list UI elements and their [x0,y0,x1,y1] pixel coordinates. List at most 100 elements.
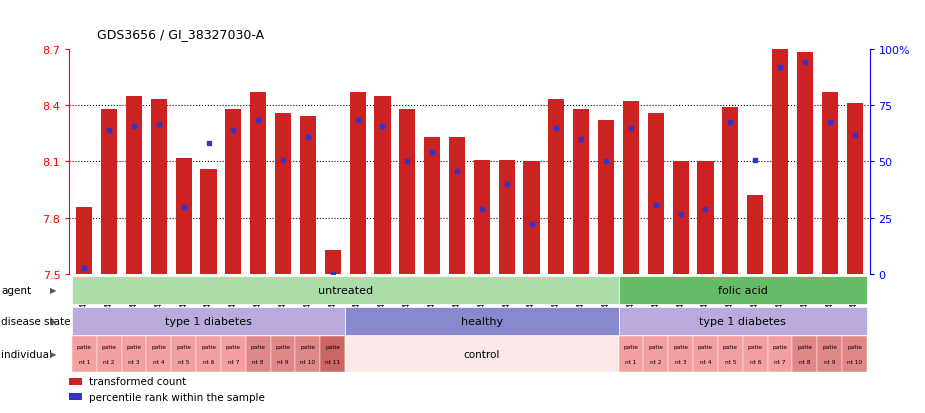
Text: ▶: ▶ [49,350,56,358]
Bar [221,337,246,372]
Text: patie: patie [847,344,862,349]
Bar [350,93,365,275]
Text: nt 4: nt 4 [699,359,711,364]
Bar [842,337,867,372]
Bar [693,337,718,372]
Bar [325,250,340,275]
Bar [300,117,316,275]
Text: agent: agent [1,285,31,295]
Text: patie: patie [797,344,812,349]
Bar [121,337,146,372]
Text: nt 10: nt 10 [301,359,315,364]
Bar [271,337,295,372]
Bar [246,337,271,372]
Bar [474,160,490,275]
Text: patie: patie [673,344,688,349]
Bar [201,170,216,275]
Text: type 1 diabetes: type 1 diabetes [165,316,252,326]
Text: control: control [463,349,500,359]
Bar [846,104,863,275]
Bar [375,97,390,275]
Text: folic acid: folic acid [718,285,768,295]
Bar [549,100,564,275]
Bar [345,307,619,335]
Text: patie: patie [226,344,240,349]
Bar [619,276,867,304]
Text: ▶: ▶ [49,317,56,325]
Text: healthy: healthy [461,316,503,326]
Bar [644,337,668,372]
Text: nt 11: nt 11 [326,359,340,364]
Bar [772,47,788,275]
Text: individual: individual [1,349,52,359]
Text: nt 8: nt 8 [253,359,264,364]
Text: nt 2: nt 2 [650,359,661,364]
Text: patie: patie [127,344,142,349]
Bar [97,337,121,372]
Bar [72,337,97,372]
Bar [718,337,743,372]
Bar [101,109,117,275]
Text: patie: patie [201,344,216,349]
Text: patie: patie [698,344,713,349]
Bar [672,162,689,275]
Text: patie: patie [276,344,290,349]
Bar [226,109,241,275]
Bar [72,307,345,335]
Text: untreated: untreated [317,285,373,295]
Bar [722,108,738,275]
Bar [176,158,191,275]
Text: type 1 diabetes: type 1 diabetes [699,316,786,326]
Text: transformed count: transformed count [89,376,187,386]
Text: patie: patie [747,344,763,349]
Bar [499,160,515,275]
Bar [72,276,619,304]
Bar [623,102,639,275]
Text: ▶: ▶ [49,286,56,294]
Text: nt 3: nt 3 [675,359,686,364]
Bar [619,307,867,335]
Text: nt 8: nt 8 [799,359,810,364]
Text: nt 4: nt 4 [153,359,165,364]
Bar [648,113,664,275]
Text: nt 6: nt 6 [749,359,761,364]
Text: patie: patie [648,344,663,349]
Text: patie: patie [152,344,166,349]
Text: disease state: disease state [1,316,70,326]
Bar [619,337,644,372]
Bar [668,337,693,372]
Bar [598,121,614,275]
Bar [574,109,589,275]
Text: percentile rank within the sample: percentile rank within the sample [89,392,265,402]
Text: patie: patie [176,344,191,349]
Bar [151,100,166,275]
Text: patie: patie [326,344,340,349]
Bar [793,337,818,372]
Bar [275,113,291,275]
Bar [796,53,813,275]
Bar [697,162,713,275]
Text: patie: patie [301,344,315,349]
Text: patie: patie [772,344,787,349]
Text: GDS3656 / GI_38327030-A: GDS3656 / GI_38327030-A [97,28,265,41]
Text: nt 9: nt 9 [278,359,289,364]
Bar [345,337,619,372]
Text: nt 7: nt 7 [774,359,786,364]
Bar [126,97,142,275]
Bar [743,337,768,372]
Text: nt 9: nt 9 [824,359,835,364]
Text: patie: patie [722,344,738,349]
Bar [171,337,196,372]
Bar [69,394,81,401]
Text: nt 1: nt 1 [79,359,90,364]
Bar [524,162,539,275]
Text: nt 6: nt 6 [203,359,215,364]
Text: nt 10: nt 10 [847,359,862,364]
Bar [69,377,81,385]
Text: patie: patie [77,344,92,349]
Text: nt 5: nt 5 [724,359,736,364]
Bar [250,93,266,275]
Text: nt 1: nt 1 [625,359,636,364]
Bar [400,109,415,275]
Text: patie: patie [623,344,638,349]
